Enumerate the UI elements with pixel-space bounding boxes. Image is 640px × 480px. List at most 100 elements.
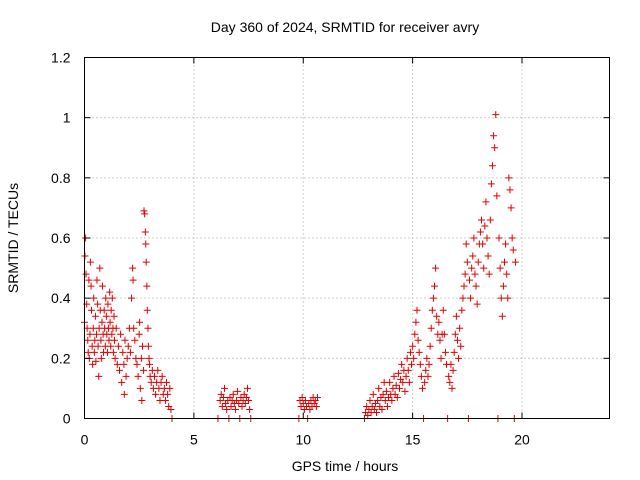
data-point — [91, 336, 99, 344]
data-point — [474, 258, 482, 266]
data-point — [382, 387, 390, 395]
data-point — [486, 216, 494, 224]
y-tick-label: 0.6 — [51, 230, 71, 246]
data-point — [88, 342, 96, 350]
data-point — [449, 366, 457, 374]
data-point — [476, 228, 484, 236]
data-point — [411, 330, 419, 338]
data-point — [102, 312, 110, 320]
data-point — [104, 300, 112, 308]
data-point — [456, 324, 464, 332]
data-point — [418, 384, 426, 392]
data-point — [298, 393, 306, 401]
data-point — [219, 393, 227, 401]
data-point — [134, 372, 142, 380]
data-point — [143, 282, 151, 290]
x-tick-label: 15 — [405, 432, 421, 448]
data-point — [469, 252, 477, 260]
data-point — [138, 396, 146, 404]
data-point — [107, 306, 115, 314]
x-tick-label: 10 — [295, 432, 311, 448]
data-point — [432, 264, 440, 272]
data-point — [94, 342, 102, 350]
data-point — [458, 306, 466, 314]
data-point — [423, 354, 431, 362]
data-point — [396, 384, 403, 392]
data-point — [479, 240, 487, 248]
data-point — [116, 366, 123, 374]
data-point — [450, 348, 458, 356]
data-point — [415, 348, 423, 356]
data-point — [118, 378, 126, 386]
data-point — [403, 354, 411, 362]
data-point — [92, 357, 100, 365]
data-point — [103, 348, 111, 356]
data-point — [392, 381, 400, 389]
data-point — [406, 348, 414, 356]
data-point — [166, 384, 174, 392]
data-point — [427, 324, 435, 332]
data-point — [435, 318, 443, 326]
data-point — [86, 258, 94, 266]
data-point — [163, 378, 171, 386]
data-point — [448, 384, 456, 392]
data-point — [106, 288, 114, 296]
data-point — [84, 348, 92, 356]
data-point — [445, 372, 453, 380]
data-point — [490, 132, 498, 140]
data-point — [108, 330, 116, 338]
data-point — [409, 342, 417, 350]
data-point — [508, 234, 516, 242]
data-point — [130, 324, 138, 332]
data-point — [235, 399, 243, 407]
data-point — [88, 306, 95, 314]
data-point — [221, 384, 228, 392]
data-point — [484, 252, 492, 260]
data-point — [97, 336, 105, 344]
data-point — [478, 216, 486, 224]
data-point — [138, 342, 146, 350]
data-point — [402, 372, 410, 380]
data-point — [216, 396, 224, 404]
data-point — [446, 378, 454, 386]
data-point — [493, 192, 501, 200]
data-point — [164, 390, 172, 398]
data-point — [111, 354, 119, 362]
data-point — [93, 330, 101, 338]
data-point — [425, 360, 433, 368]
data-point — [459, 294, 467, 302]
data-point — [431, 282, 438, 290]
data-point — [441, 348, 449, 356]
data-point — [485, 270, 493, 278]
y-tick-label: 0.4 — [51, 290, 71, 306]
data-point — [312, 402, 320, 410]
data-point — [93, 276, 101, 284]
data-point — [468, 264, 476, 272]
data-point — [373, 408, 381, 416]
data-point — [91, 312, 99, 320]
data-point — [483, 234, 491, 242]
data-point — [90, 348, 98, 356]
data-point — [507, 204, 515, 212]
data-point — [414, 336, 422, 344]
data-point — [129, 276, 137, 284]
data-point — [502, 240, 510, 248]
data-point — [499, 282, 507, 290]
data-point — [144, 324, 152, 332]
data-point — [85, 276, 93, 284]
data-point — [369, 390, 377, 398]
data-point — [408, 360, 416, 368]
data-point — [429, 294, 437, 302]
data-point — [120, 360, 128, 368]
data-point — [97, 354, 105, 362]
data-point — [112, 324, 120, 332]
data-point — [496, 264, 504, 272]
data-point — [462, 240, 470, 248]
data-point — [141, 210, 149, 218]
data-point — [218, 402, 226, 410]
data-point — [488, 162, 496, 170]
data-point — [84, 336, 92, 344]
data-point — [497, 294, 505, 302]
data-point — [120, 390, 128, 398]
data-point — [455, 354, 463, 362]
